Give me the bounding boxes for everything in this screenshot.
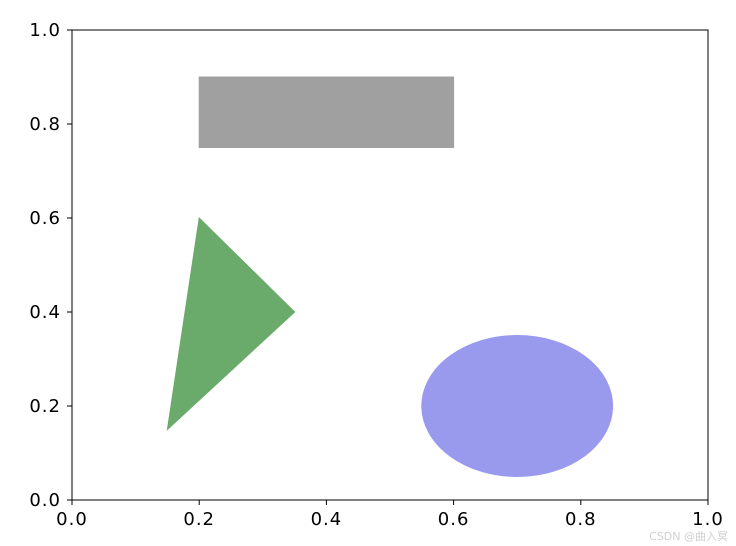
y-tick-label: 1.0 [29, 20, 61, 41]
y-tick-label: 0.6 [29, 208, 61, 229]
shape-ellipse [422, 336, 613, 477]
shape-rectangle [199, 77, 453, 148]
shapes-plot: 0.00.20.40.60.81.00.00.20.40.60.81.0CSDN… [0, 0, 736, 546]
figure-container: 0.00.20.40.60.81.00.00.20.40.60.81.0CSDN… [0, 0, 736, 546]
y-tick-label: 0.0 [29, 490, 61, 511]
x-tick-label: 1.0 [692, 509, 724, 530]
y-tick-label: 0.4 [29, 302, 61, 323]
y-tick-label: 0.8 [29, 114, 61, 135]
x-tick-label: 0.8 [565, 509, 597, 530]
x-tick-label: 0.0 [56, 509, 88, 530]
x-tick-label: 0.2 [183, 509, 215, 530]
x-tick-label: 0.4 [311, 509, 343, 530]
x-tick-label: 0.6 [438, 509, 470, 530]
watermark-text: CSDN @曲入冥 [649, 530, 728, 543]
y-tick-label: 0.2 [29, 396, 61, 417]
